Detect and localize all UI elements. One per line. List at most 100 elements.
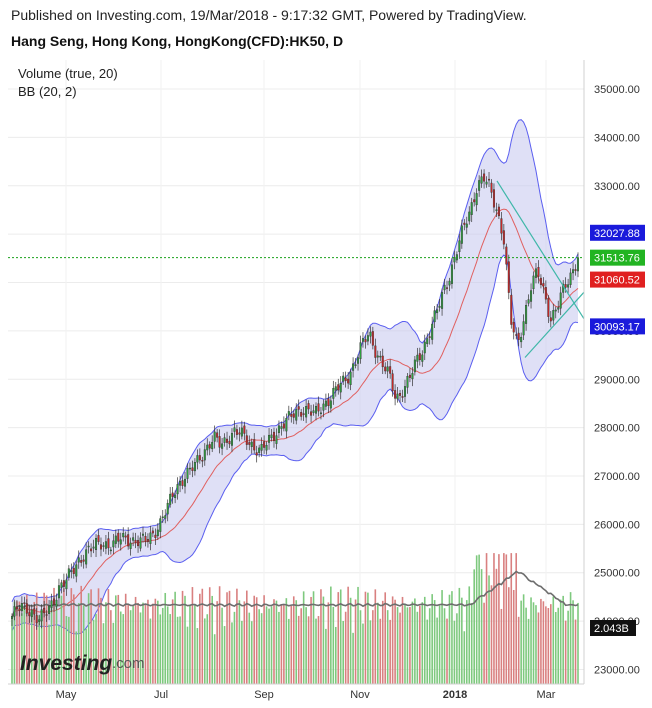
- candle-body: [534, 268, 537, 278]
- volume-bar: [557, 607, 560, 684]
- candle-body: [448, 280, 451, 286]
- candle-body: [193, 462, 196, 472]
- candle-body: [191, 467, 194, 471]
- volume-bar: [376, 602, 379, 684]
- volume-bar: [292, 596, 295, 684]
- candle-body: [297, 406, 300, 410]
- candle-body: [525, 304, 528, 324]
- candle-body: [171, 492, 174, 497]
- candle-body: [302, 413, 305, 415]
- volume-bar: [562, 595, 564, 684]
- volume-bar: [147, 599, 149, 684]
- price-badge-label: 30093.17: [594, 321, 640, 333]
- volume-bar: [129, 610, 132, 684]
- volume-bar: [458, 587, 461, 684]
- volume-bar: [391, 596, 394, 684]
- candle-body: [530, 290, 533, 302]
- candle-body: [57, 585, 60, 599]
- volume-bar: [157, 600, 159, 684]
- volume-bar: [40, 613, 43, 684]
- volume-bar: [68, 616, 70, 684]
- candle-body: [470, 202, 473, 215]
- volume-bar: [389, 619, 391, 684]
- indicator-label-volume[interactable]: Volume (true, 20): [18, 66, 118, 81]
- volume-bar: [184, 595, 186, 684]
- volume-bar: [569, 592, 572, 684]
- volume-bar: [344, 611, 347, 684]
- candle-body: [275, 435, 278, 444]
- candle-body: [18, 608, 21, 611]
- volume-bar: [334, 626, 337, 684]
- candle-body: [490, 182, 493, 193]
- volume-bar: [461, 597, 463, 684]
- volume-bar: [206, 614, 209, 684]
- candle-body: [87, 545, 90, 548]
- candle-body: [423, 341, 426, 354]
- volume-bar: [312, 591, 315, 684]
- volume-bar: [577, 602, 579, 684]
- indicator-label-bb[interactable]: BB (20, 2): [18, 84, 77, 99]
- candle-body: [431, 323, 434, 340]
- candle-body: [366, 335, 369, 342]
- volume-bar: [453, 620, 456, 684]
- candle-body: [337, 384, 340, 391]
- volume-bar: [465, 600, 468, 684]
- volume-bar: [545, 606, 547, 684]
- candle-body: [480, 176, 483, 184]
- candle-body: [403, 386, 406, 397]
- volume-bar: [33, 601, 36, 684]
- candle-body: [228, 440, 231, 445]
- bb-fill: [12, 119, 578, 634]
- candle-body: [53, 598, 56, 605]
- volume-bar: [362, 623, 364, 684]
- candle-body: [97, 535, 100, 542]
- candle-body: [329, 400, 332, 409]
- candle-body: [421, 354, 424, 362]
- volume-bar: [433, 600, 436, 684]
- candle-body: [492, 189, 495, 208]
- volume-bar: [416, 611, 419, 684]
- volume-bar: [498, 554, 500, 684]
- candle-body: [364, 339, 367, 343]
- candle-body: [99, 544, 102, 550]
- candle-body: [537, 267, 540, 277]
- volume-bar: [367, 592, 369, 684]
- candle-body: [30, 609, 33, 618]
- volume-bar: [537, 612, 540, 684]
- candle-body: [359, 342, 362, 360]
- volume-bar: [53, 587, 55, 684]
- candle-body: [352, 363, 355, 371]
- volume-bar: [441, 590, 443, 684]
- volume-bar: [490, 585, 493, 684]
- volume-bar: [535, 605, 537, 684]
- candle-body: [361, 338, 364, 342]
- candle-body: [319, 412, 322, 415]
- candle-body: [174, 494, 177, 498]
- volume-bar: [288, 618, 290, 684]
- volume-bar: [263, 595, 265, 684]
- candle-body: [577, 257, 579, 272]
- volume-bar: [297, 615, 300, 684]
- volume-bar: [493, 553, 495, 684]
- candle-body: [206, 444, 209, 451]
- volume-bar: [307, 616, 310, 684]
- candle-body: [223, 437, 226, 443]
- volume-bar: [208, 587, 211, 684]
- candle-body: [263, 441, 266, 448]
- volume-bar: [134, 596, 137, 684]
- candle-body: [184, 478, 187, 487]
- candle-body: [248, 442, 251, 445]
- y-tick-label: 26000.00: [594, 519, 640, 531]
- volume-bar: [117, 594, 120, 684]
- volume-bar: [503, 553, 505, 684]
- volume-bar: [409, 607, 411, 684]
- candle-body: [287, 411, 290, 416]
- volume-bar: [55, 603, 58, 684]
- candle-body: [322, 403, 325, 411]
- volume-bar: [60, 595, 63, 684]
- volume-bar: [448, 594, 451, 684]
- candle-body: [389, 366, 392, 374]
- volume-bar: [406, 607, 409, 684]
- price-badge: [590, 318, 645, 335]
